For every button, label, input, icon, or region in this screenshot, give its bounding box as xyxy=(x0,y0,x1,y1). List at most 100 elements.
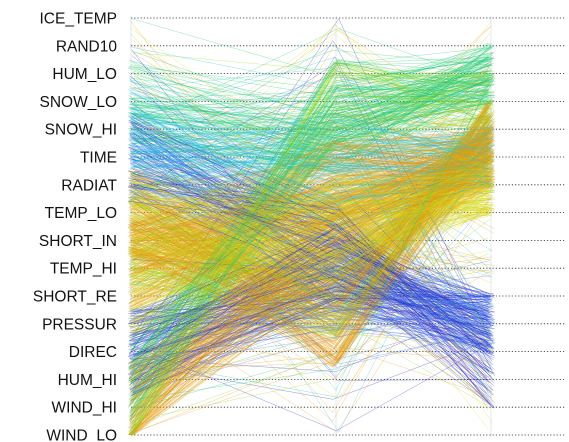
data-polyline xyxy=(131,176,495,436)
data-polyline xyxy=(129,199,491,284)
data-polyline xyxy=(128,58,493,265)
data-polyline xyxy=(130,54,493,165)
data-polyline xyxy=(129,72,496,322)
data-polyline xyxy=(131,157,488,168)
axis-label-pressur: PRESSUR xyxy=(42,316,117,333)
data-polyline xyxy=(130,60,494,352)
axis-label-temp-hi: TEMP_HI xyxy=(50,261,117,278)
data-polyline xyxy=(133,171,495,357)
data-polyline xyxy=(131,141,491,367)
data-polyline xyxy=(128,89,494,206)
data-polyline xyxy=(132,285,495,358)
data-polyline xyxy=(128,299,488,376)
data-polyline xyxy=(132,167,492,280)
data-polyline xyxy=(128,140,490,299)
data-polylines xyxy=(127,18,496,436)
data-polyline xyxy=(132,73,493,139)
data-polyline xyxy=(129,128,491,226)
data-polyline xyxy=(130,232,489,430)
data-polyline xyxy=(133,158,492,225)
data-polyline xyxy=(133,182,493,400)
data-polyline xyxy=(129,178,490,255)
data-polyline xyxy=(128,67,489,160)
data-polyline xyxy=(130,71,489,181)
axis-label-short-re: SHORT_RE xyxy=(33,289,117,306)
data-polyline xyxy=(129,182,495,320)
axis-labels: ICE_TEMP RAND10 HUM_LO SNOW_LO SNOW_HI TIME RA… xyxy=(33,11,118,442)
data-polyline xyxy=(131,98,494,338)
data-polyline xyxy=(128,120,491,362)
data-polyline xyxy=(128,84,491,174)
data-polyline xyxy=(129,227,490,386)
data-polyline xyxy=(129,159,494,333)
data-polyline xyxy=(132,73,492,188)
data-polyline xyxy=(129,180,488,202)
data-polyline xyxy=(130,176,492,370)
data-polyline xyxy=(130,142,494,234)
data-polyline xyxy=(130,249,488,350)
data-polyline xyxy=(129,57,489,423)
data-polyline xyxy=(133,132,495,407)
data-polyline xyxy=(132,185,488,325)
data-polyline xyxy=(129,135,494,289)
data-polyline xyxy=(133,100,490,340)
axis-label-time: TIME xyxy=(80,150,117,167)
data-polyline xyxy=(133,315,495,342)
data-polyline xyxy=(129,155,489,414)
data-polyline xyxy=(128,67,495,132)
data-polyline xyxy=(129,93,489,203)
data-polyline xyxy=(129,129,492,252)
data-polyline xyxy=(128,145,491,172)
data-polyline xyxy=(128,213,490,255)
axis-label-short-in: SHORT_IN xyxy=(39,233,117,250)
data-polyline xyxy=(133,79,491,436)
axis-label-wind-lo: WIND_LO xyxy=(46,428,117,442)
data-polyline xyxy=(129,57,488,170)
data-polyline xyxy=(132,138,493,398)
data-polyline xyxy=(129,98,490,131)
axis-label-temp-lo: TEMP_LO xyxy=(45,205,117,222)
data-polyline xyxy=(129,95,495,386)
data-polyline xyxy=(132,269,493,352)
data-polyline xyxy=(130,187,495,277)
data-polyline xyxy=(128,140,494,346)
data-polyline xyxy=(129,253,493,341)
data-polyline xyxy=(133,176,492,293)
data-polyline xyxy=(130,159,495,256)
data-polyline xyxy=(129,46,495,192)
data-polyline xyxy=(128,143,495,281)
data-polyline xyxy=(129,197,490,355)
data-polyline xyxy=(132,84,494,128)
data-polyline xyxy=(132,71,489,149)
axis-ticks xyxy=(130,16,492,437)
data-polyline xyxy=(133,129,490,270)
data-polyline xyxy=(132,148,491,225)
data-polyline xyxy=(128,121,492,152)
data-polyline xyxy=(131,189,494,201)
data-polyline xyxy=(130,122,495,318)
data-polyline xyxy=(129,160,490,278)
data-polyline xyxy=(131,107,493,229)
data-polyline xyxy=(131,100,491,435)
data-polyline xyxy=(129,75,493,436)
data-polyline xyxy=(128,173,494,304)
data-polyline xyxy=(132,144,495,375)
data-polyline xyxy=(129,205,489,258)
data-polyline xyxy=(131,129,488,423)
data-polyline xyxy=(129,58,491,421)
data-polyline xyxy=(131,122,494,417)
data-polyline xyxy=(129,184,490,436)
data-polyline xyxy=(131,167,491,321)
data-polyline xyxy=(128,50,489,121)
data-polyline xyxy=(131,121,493,150)
data-polyline xyxy=(130,117,488,433)
axis-label-snow-lo: SNOW_LO xyxy=(39,94,117,111)
data-polyline xyxy=(129,61,490,413)
data-polyline xyxy=(130,132,492,416)
data-polyline xyxy=(133,110,491,187)
data-polyline xyxy=(131,63,493,424)
data-polyline xyxy=(128,106,488,189)
data-polyline xyxy=(130,181,489,272)
data-polyline xyxy=(128,79,490,115)
